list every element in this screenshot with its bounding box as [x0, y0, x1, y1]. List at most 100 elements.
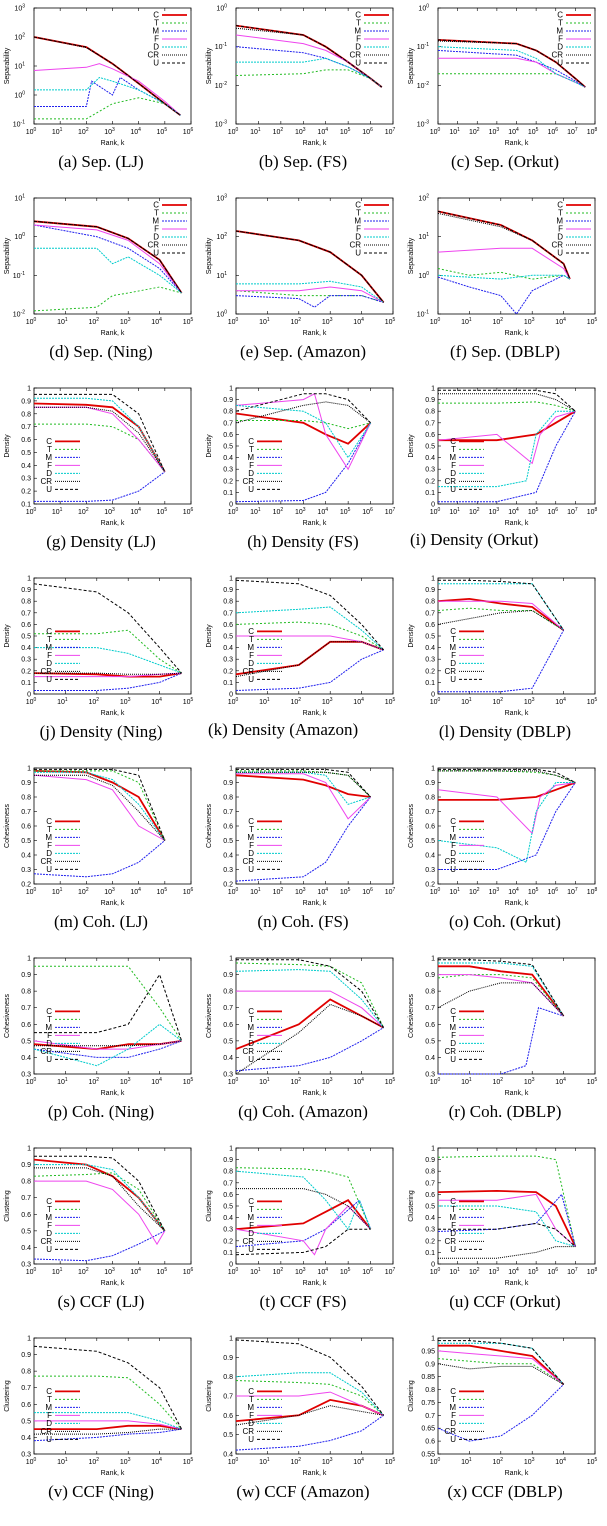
- series-line-u: [34, 1155, 166, 1232]
- legend-label: C: [46, 1007, 52, 1016]
- x-axis-label: Rank, k: [303, 1090, 327, 1097]
- x-tick-label: 102: [78, 507, 89, 516]
- series-line-t: [235, 962, 385, 1028]
- legend-label: CR: [242, 1427, 254, 1436]
- x-tick-label: 104: [130, 127, 141, 136]
- y-tick-label: 0.7: [223, 1180, 233, 1187]
- x-tick-label: 103: [489, 887, 500, 896]
- y-tick-label: 0: [229, 1262, 233, 1269]
- x-tick-label: 105: [157, 127, 168, 136]
- legend-label: D: [46, 1039, 52, 1048]
- legend-label: F: [154, 35, 159, 44]
- series-line-cr: [437, 1363, 564, 1385]
- chart-panel: 100 101 102 103 104 105 106 107 108 0 0.1 0.2 0.3 0.4…: [404, 380, 606, 570]
- y-tick-label: 0.4: [21, 645, 31, 652]
- y-tick-label: 0.85: [421, 1374, 435, 1381]
- legend-label: M: [152, 217, 159, 226]
- y-tick-label: 0.7: [425, 420, 435, 427]
- chart-svg: 100 101 102 103 104 105 106 107 108 0 0.1 0.2 0.3 0.4…: [408, 386, 598, 528]
- y-tick-label: 0.6: [21, 437, 31, 444]
- y-tick-label: 0.95: [421, 1348, 435, 1355]
- chart-caption: (p) Coh. (Ning): [47, 1102, 155, 1121]
- chart-caption: (k) Density (Amazon): [208, 720, 359, 739]
- chart-svg: 100 101 102 103 104 105 106 107 108 0.2 0.3 0.4 0.5 0…: [408, 766, 598, 908]
- series-line-f: [33, 774, 166, 841]
- series-line-cr: [34, 1428, 182, 1435]
- series-line-u: [235, 230, 384, 303]
- x-tick-label: 108: [587, 507, 598, 516]
- series-line-c: [34, 1424, 182, 1430]
- y-tick-label: 0.6: [223, 622, 233, 629]
- x-axis-label: Rank, k: [505, 1280, 529, 1287]
- series-line-u: [437, 39, 586, 88]
- x-tick-label: 100: [26, 1077, 37, 1086]
- legend-label: CR: [40, 857, 52, 866]
- legend-label: T: [451, 825, 456, 834]
- y-tick-label: 0.3: [21, 1072, 31, 1079]
- chart-svg: 100 101 102 103 104 105 106 107 10-3 10-2 10-1 100 R…: [206, 4, 396, 148]
- x-tick-label: 105: [183, 1457, 194, 1466]
- y-tick-label: 0.5: [425, 1038, 435, 1045]
- x-tick-label: 101: [57, 317, 68, 326]
- y-tick-label: 0.4: [425, 645, 435, 652]
- x-axis-label: Rank, k: [303, 330, 327, 337]
- y-tick-label: 1: [229, 386, 233, 393]
- x-tick-label: 105: [157, 1267, 168, 1276]
- y-tick-label: 0.5: [21, 1228, 31, 1235]
- x-tick-label: 101: [259, 697, 270, 706]
- y-axis-label: Cohesiveness: [4, 994, 11, 1038]
- legend-label: M: [247, 643, 254, 652]
- x-tick-label: 107: [567, 507, 578, 516]
- series-line-d: [438, 583, 565, 631]
- y-tick-label: 0: [431, 692, 435, 699]
- series-line-m: [33, 1230, 166, 1262]
- legend-label: F: [47, 841, 52, 850]
- legend-label: C: [450, 817, 456, 826]
- y-tick-label: 0.4: [425, 1055, 435, 1062]
- x-axis-label: Rank, k: [303, 520, 327, 527]
- series-line-m: [437, 1384, 564, 1442]
- legend-label: U: [355, 59, 361, 68]
- series-line-t: [235, 69, 383, 88]
- x-tick-label: 100: [228, 1267, 239, 1276]
- series-line-cr: [235, 641, 384, 678]
- x-tick-label: 104: [508, 1267, 519, 1276]
- series-line-f: [33, 63, 181, 116]
- series-line-m: [34, 672, 182, 691]
- y-tick-label: 0.2: [425, 1238, 435, 1245]
- legend-label: D: [153, 233, 159, 242]
- legend-label: CR: [40, 667, 52, 676]
- series-line-d: [33, 1023, 182, 1067]
- x-tick-label: 100: [26, 1267, 37, 1276]
- x-tick-label: 104: [151, 1077, 162, 1086]
- legend-label: T: [47, 635, 52, 644]
- x-axis-label: Rank, k: [303, 140, 327, 147]
- y-tick-label: 1: [27, 576, 31, 583]
- x-tick-label: 102: [469, 127, 480, 136]
- y-tick-label: 0.9: [425, 1157, 435, 1164]
- x-tick-label: 103: [322, 1457, 333, 1466]
- y-tick-label: 0.5: [21, 838, 31, 845]
- legend-label: C: [450, 627, 456, 636]
- x-tick-label: 102: [78, 887, 89, 896]
- series-line-d: [34, 1412, 182, 1430]
- series-line-c: [33, 672, 182, 678]
- legend-label: C: [450, 1197, 456, 1206]
- y-tick-label: 0.2: [425, 882, 435, 889]
- x-tick-label: 104: [508, 887, 519, 896]
- plot-frame: [33, 957, 192, 1075]
- y-tick-label: 0.9: [21, 1162, 31, 1169]
- x-tick-label: 105: [528, 127, 539, 136]
- chart-caption: (t) CCF (FS): [259, 1292, 347, 1311]
- chart-svg: 100 101 102 103 104 105 0.3 0.4 0.5 0.6 0.7 0.8 0.9 1…: [4, 956, 194, 1098]
- x-tick-label: 102: [291, 697, 302, 706]
- x-tick-label: 102: [469, 507, 480, 516]
- y-tick-label: 0.8: [223, 599, 233, 606]
- chart-caption: (j) Density (Ning): [39, 722, 163, 741]
- y-tick-label: 100: [216, 310, 227, 319]
- y-tick-label: 0.8: [425, 795, 435, 802]
- y-axis-label: Density: [206, 624, 213, 648]
- x-tick-label: 103: [104, 1267, 115, 1276]
- x-tick-label: 102: [273, 507, 284, 516]
- series-line-f: [437, 1350, 564, 1385]
